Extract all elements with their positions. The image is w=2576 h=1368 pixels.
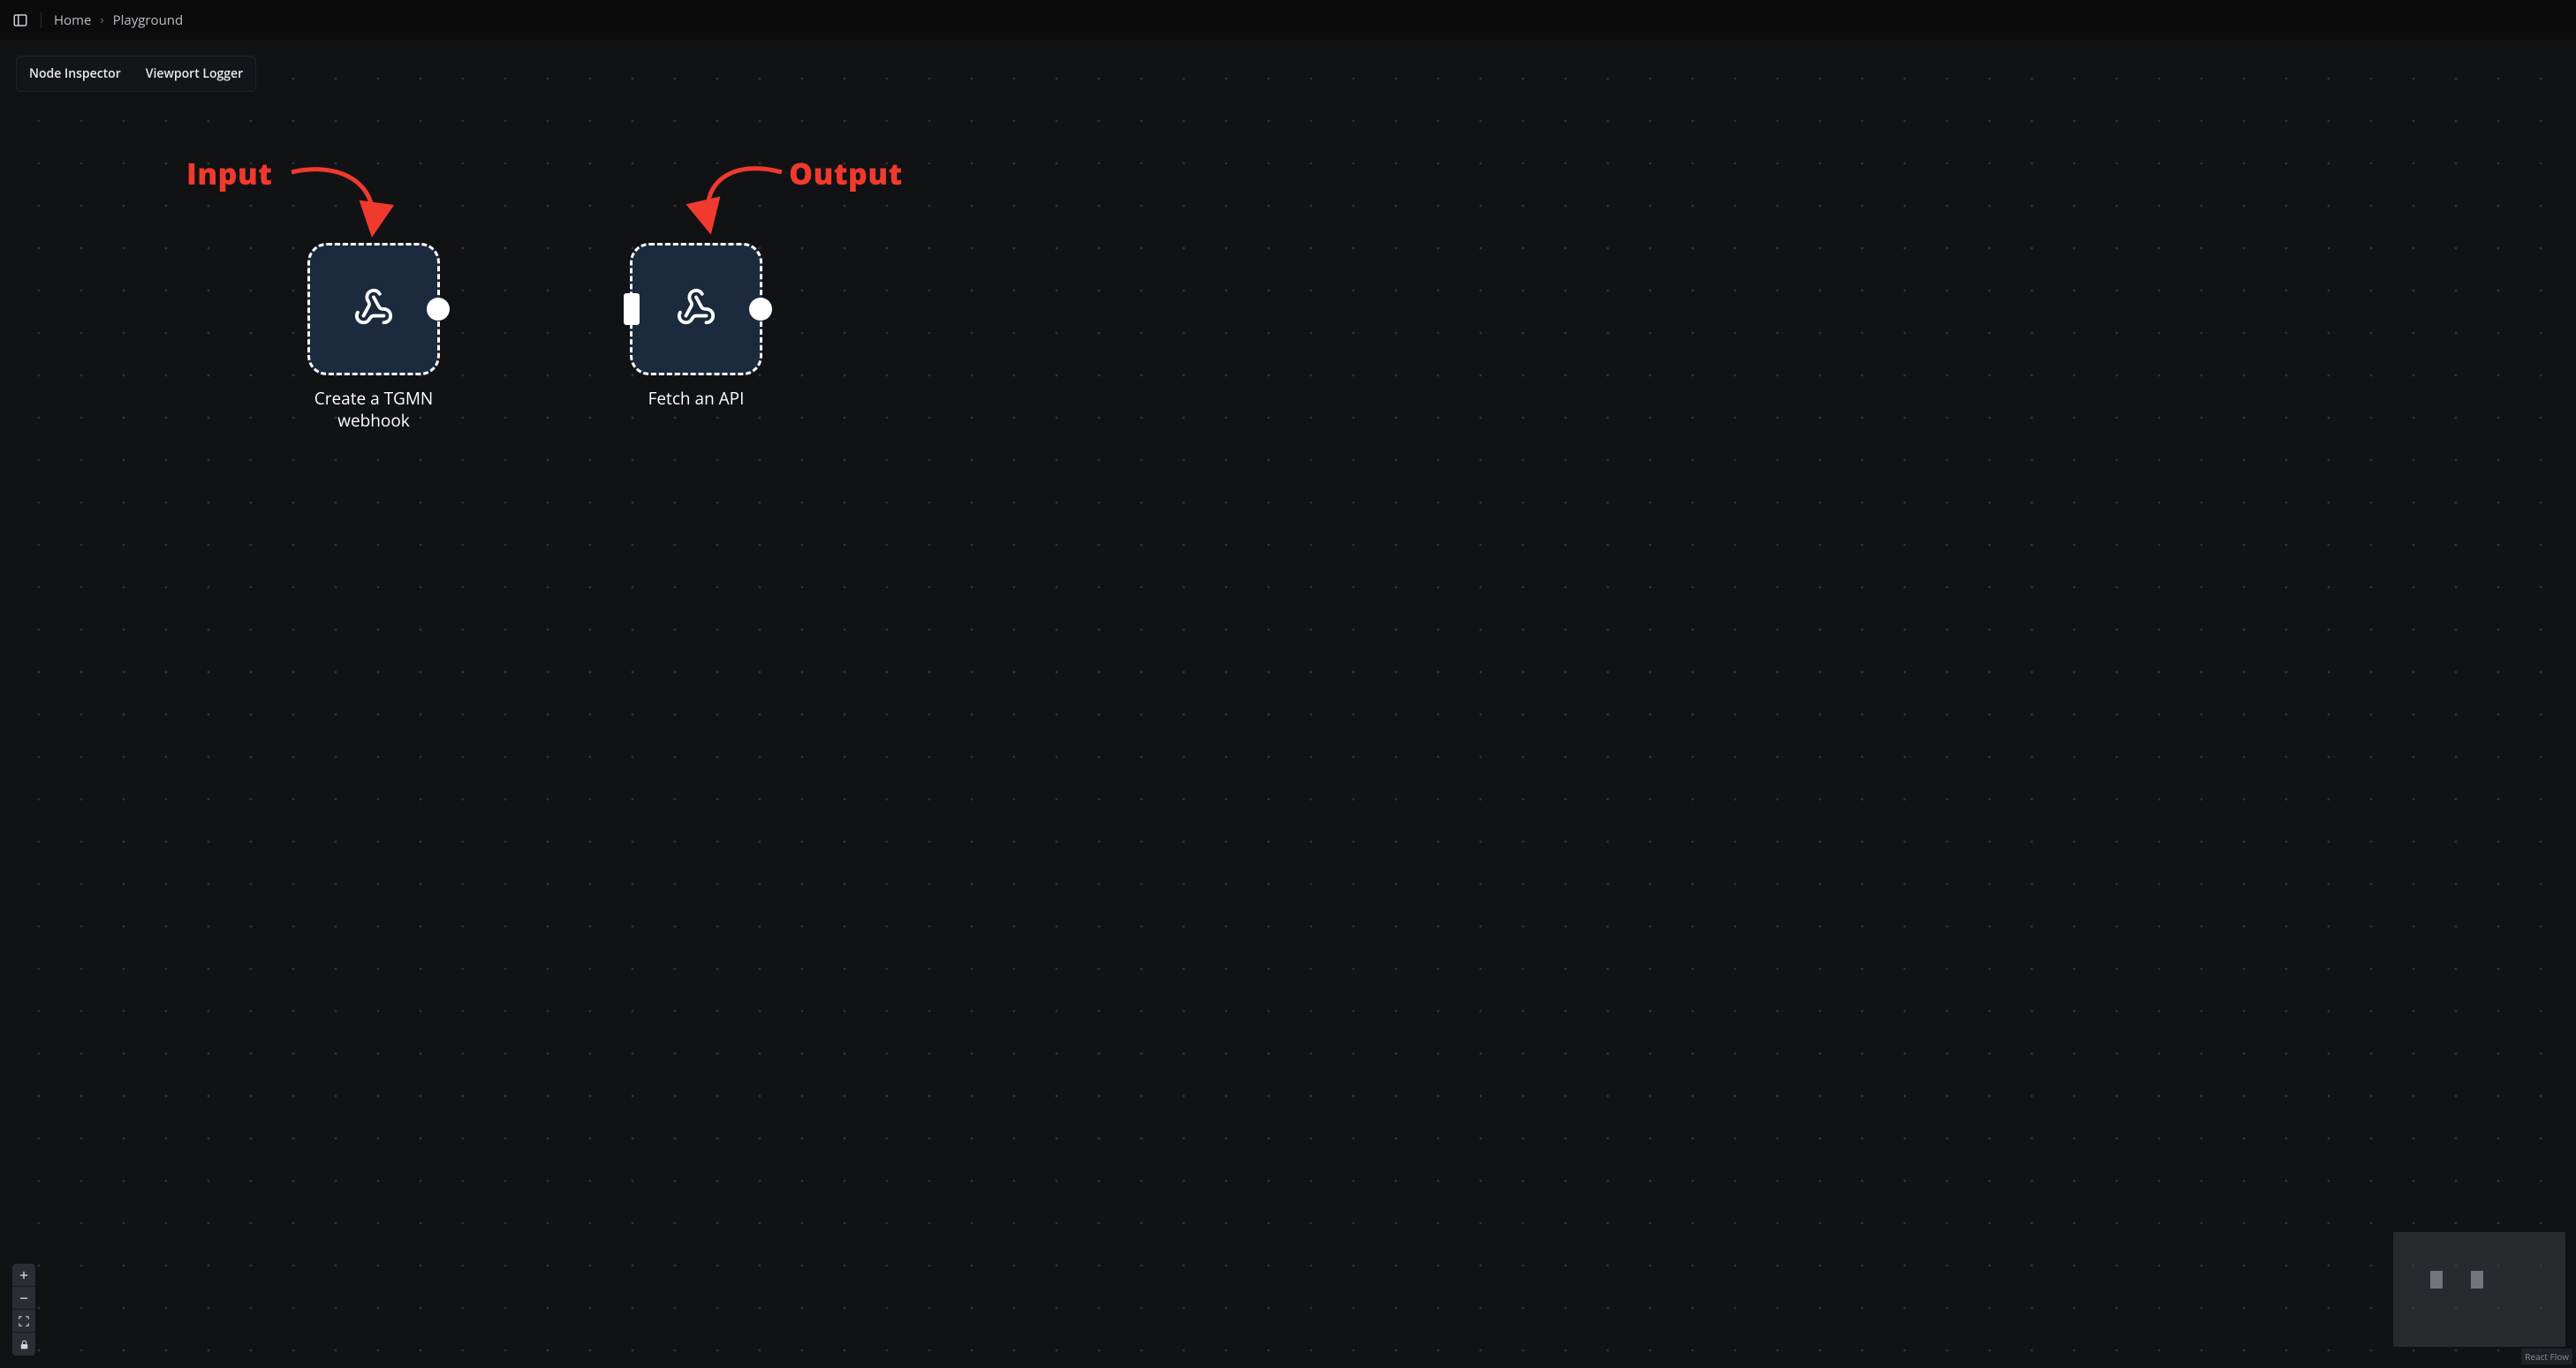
- flow-node-label: Create a TGMN webhook: [307, 388, 440, 431]
- flow-node[interactable]: Fetch an API: [630, 243, 762, 410]
- annotation-input-label: Input: [186, 153, 272, 193]
- attribution-label[interactable]: React Flow: [2521, 1349, 2572, 1364]
- minimap-node: [2430, 1271, 2443, 1289]
- webhook-icon: [353, 287, 394, 332]
- annotation-output-label: Output: [789, 153, 903, 193]
- breadcrumb-separator-icon: ›: [100, 11, 103, 28]
- zoom-in-button[interactable]: [12, 1264, 35, 1287]
- flow-node-box[interactable]: [307, 243, 440, 375]
- flow-node-label: Fetch an API: [630, 388, 762, 410]
- canvas-controls: [12, 1264, 35, 1356]
- header-divider: [41, 12, 42, 28]
- top-header: Home › Playground: [0, 0, 2576, 40]
- zoom-out-button[interactable]: [12, 1287, 35, 1310]
- input-port[interactable]: [624, 293, 640, 325]
- flow-canvas[interactable]: Node Inspector Viewport Logger Input Out…: [0, 40, 2576, 1368]
- output-port[interactable]: [427, 298, 450, 321]
- annotation-input-arrow-icon: [283, 153, 398, 241]
- annotation-output-arrow-icon: [685, 153, 791, 237]
- tab-viewport-logger[interactable]: Viewport Logger: [133, 57, 255, 91]
- minimap-node: [2471, 1271, 2483, 1289]
- flow-node-box[interactable]: [630, 243, 762, 375]
- lock-button[interactable]: [12, 1333, 35, 1356]
- breadcrumb-current[interactable]: Playground: [113, 11, 184, 29]
- flow-node[interactable]: Create a TGMN webhook: [307, 243, 440, 431]
- breadcrumb-home[interactable]: Home: [54, 11, 91, 29]
- output-port[interactable]: [749, 298, 772, 321]
- breadcrumb: Home › Playground: [54, 11, 183, 29]
- sidebar-toggle-icon[interactable]: [12, 12, 28, 28]
- fit-view-button[interactable]: [12, 1310, 35, 1333]
- tab-node-inspector[interactable]: Node Inspector: [17, 57, 133, 91]
- minimap[interactable]: [2393, 1232, 2565, 1347]
- webhook-icon: [676, 287, 716, 332]
- dev-toolbar: Node Inspector Viewport Logger: [16, 56, 256, 92]
